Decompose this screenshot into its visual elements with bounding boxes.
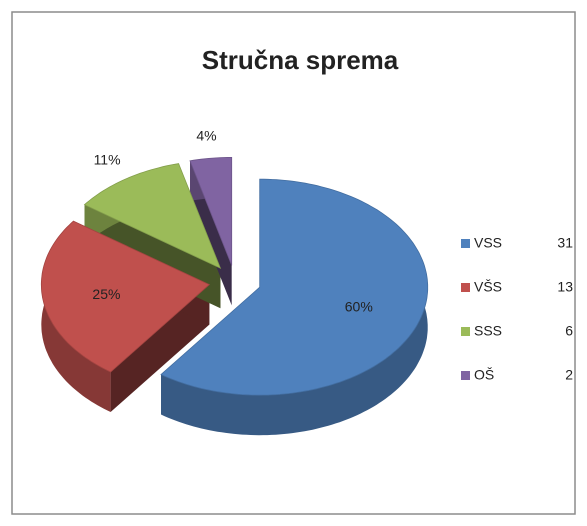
data-label: 11% xyxy=(94,152,121,168)
legend-label: VŠS xyxy=(474,279,502,295)
data-label: 60% xyxy=(345,299,373,315)
legend-swatch xyxy=(461,283,470,292)
legend-swatch xyxy=(461,327,470,336)
chart-title: Stručna sprema xyxy=(202,45,399,75)
legend-label: VSS xyxy=(474,235,502,251)
legend-count: 31 xyxy=(557,235,573,251)
slice-wall xyxy=(110,284,210,412)
legend-swatch xyxy=(461,371,470,380)
legend-swatch xyxy=(461,239,470,248)
legend-count: 6 xyxy=(565,323,573,339)
slice xyxy=(189,156,233,266)
data-label: 25% xyxy=(92,286,120,302)
legend-count: 2 xyxy=(565,367,573,383)
legend-label: OŠ xyxy=(474,367,494,383)
legend-label: SSS xyxy=(474,323,502,339)
slice-side xyxy=(161,179,428,436)
data-label: 4% xyxy=(196,128,216,144)
slice xyxy=(83,163,222,269)
legend-count: 13 xyxy=(557,279,573,295)
slice xyxy=(160,178,429,396)
slice xyxy=(40,220,211,373)
